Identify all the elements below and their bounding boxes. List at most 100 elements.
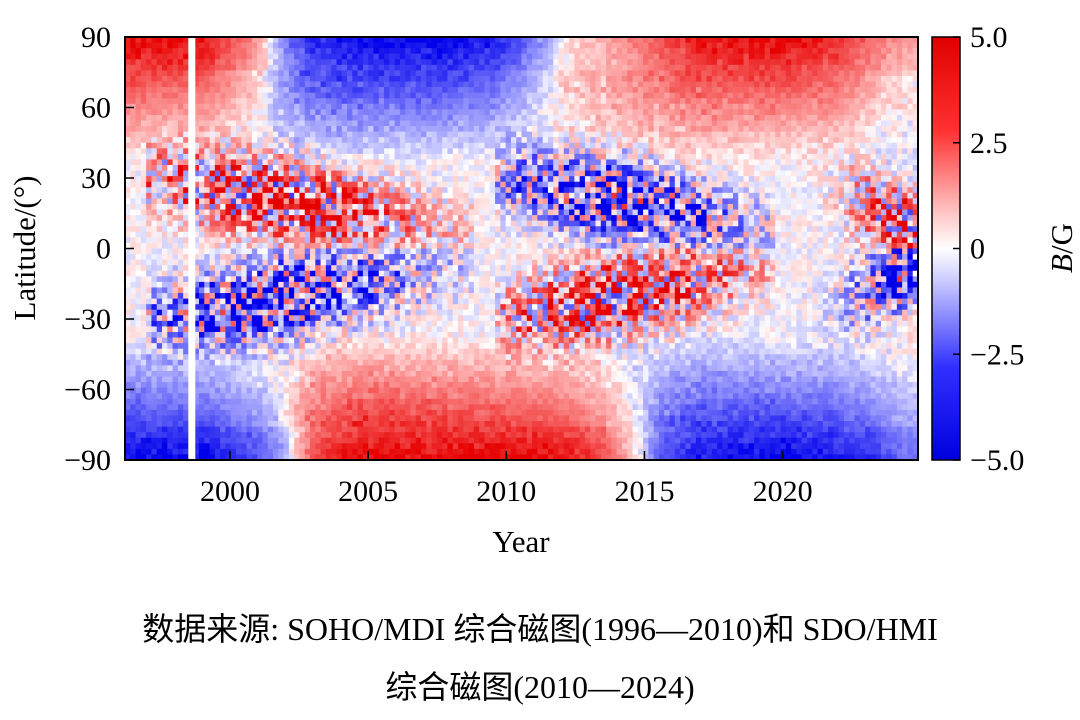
heatmap-cell xyxy=(384,237,390,244)
heatmap-cell xyxy=(283,98,290,105)
heatmap-cell xyxy=(193,359,200,366)
heatmap-cell xyxy=(362,220,369,227)
heatmap-cell xyxy=(177,98,184,105)
heatmap-cell xyxy=(463,343,470,350)
heatmap-cell xyxy=(347,331,353,339)
heatmap-cell xyxy=(384,114,390,122)
heatmap-cell xyxy=(341,248,348,255)
heatmap-cell xyxy=(283,426,290,433)
heatmap-cell xyxy=(304,165,311,172)
heatmap-cell xyxy=(405,443,412,450)
heatmap-cell xyxy=(436,309,443,316)
heatmap-cell xyxy=(331,354,338,361)
heatmap-cell xyxy=(352,81,359,88)
heatmap-cell xyxy=(447,287,454,294)
heatmap-cell xyxy=(204,421,211,428)
heatmap-cell xyxy=(236,421,242,428)
heatmap-cell xyxy=(368,181,375,188)
heatmap-cell xyxy=(368,254,375,261)
heatmap-cell xyxy=(225,81,232,88)
heatmap-cell xyxy=(241,454,248,460)
heatmap-cell xyxy=(236,354,242,361)
heatmap-cell xyxy=(310,248,316,255)
heatmap-cell xyxy=(204,109,211,116)
heatmap-cell xyxy=(135,348,142,355)
heatmap-cell xyxy=(146,409,153,417)
heatmap-cell xyxy=(257,337,264,344)
heatmap-cell xyxy=(458,454,464,460)
heatmap-cell xyxy=(368,331,375,339)
heatmap-cell xyxy=(347,42,353,49)
heatmap-cell xyxy=(304,432,311,439)
heatmap-cell xyxy=(352,226,359,233)
heatmap-cell xyxy=(251,48,258,55)
heatmap-cell xyxy=(167,187,174,194)
heatmap-cell xyxy=(336,176,343,183)
heatmap-cell xyxy=(405,281,412,289)
heatmap-cell xyxy=(463,137,470,144)
heatmap-cell xyxy=(146,42,153,49)
heatmap-cell xyxy=(267,326,274,333)
heatmap-cell xyxy=(236,64,242,71)
heatmap-cell xyxy=(156,337,163,344)
heatmap-cell xyxy=(389,254,396,261)
heatmap-cell xyxy=(468,98,475,105)
heatmap-cell xyxy=(468,354,475,361)
heatmap-cell xyxy=(389,370,396,378)
heatmap-cell xyxy=(336,165,343,172)
heatmap-cell xyxy=(267,315,274,322)
heatmap-cell xyxy=(463,276,470,283)
heatmap-cell xyxy=(135,75,142,83)
heatmap-cell xyxy=(310,421,316,428)
heatmap-cell xyxy=(140,187,147,194)
heatmap-cell xyxy=(304,359,311,366)
heatmap-cell xyxy=(442,387,449,394)
heatmap-cell xyxy=(431,192,438,200)
heatmap-cell xyxy=(183,354,190,361)
heatmap-cell xyxy=(209,209,216,216)
heatmap-cell xyxy=(394,309,401,316)
heatmap-cell xyxy=(125,254,131,261)
heatmap-cell xyxy=(310,159,316,166)
heatmap-cell xyxy=(162,393,168,400)
heatmap-cell xyxy=(394,326,401,333)
heatmap-cell xyxy=(246,376,253,383)
heatmap-cell xyxy=(230,242,237,250)
heatmap-cell xyxy=(257,220,264,227)
heatmap-cell xyxy=(426,304,433,311)
heatmap-cell xyxy=(331,209,338,216)
heatmap-cell xyxy=(378,248,385,255)
heatmap-cell xyxy=(410,315,417,322)
heatmap-cell xyxy=(447,387,454,394)
heatmap-cell xyxy=(246,270,253,277)
heatmap-cell xyxy=(362,187,369,194)
heatmap-cell xyxy=(183,81,190,88)
heatmap-cell xyxy=(463,254,470,261)
heatmap-cell xyxy=(331,153,338,161)
heatmap-cell xyxy=(347,126,353,133)
heatmap-cell xyxy=(220,176,227,183)
heatmap-cell xyxy=(405,209,412,216)
heatmap-cell xyxy=(362,259,369,266)
heatmap-cell xyxy=(389,159,396,166)
heatmap-cell xyxy=(310,382,316,389)
heatmap-cell xyxy=(447,48,454,55)
heatmap-cell xyxy=(378,443,385,450)
heatmap-cell xyxy=(421,343,427,350)
heatmap-cell xyxy=(447,37,454,44)
heatmap-cell xyxy=(204,159,211,166)
heatmap-cell xyxy=(410,92,417,99)
heatmap-cell xyxy=(193,42,200,49)
heatmap-cell xyxy=(347,165,353,172)
heatmap-cell xyxy=(220,382,227,389)
heatmap-cell xyxy=(273,426,279,433)
heatmap-cell xyxy=(442,398,449,405)
heatmap-cell xyxy=(410,114,417,122)
heatmap-cell xyxy=(151,281,158,289)
heatmap-cell xyxy=(373,421,380,428)
heatmap-cell xyxy=(140,220,147,227)
heatmap-cell xyxy=(310,75,316,83)
heatmap-cell xyxy=(368,103,375,110)
heatmap-cell xyxy=(341,365,348,372)
heatmap-cell xyxy=(405,181,412,188)
